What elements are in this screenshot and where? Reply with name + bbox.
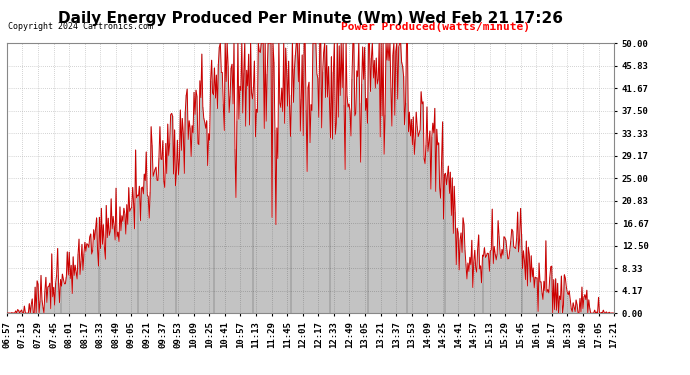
Text: Daily Energy Produced Per Minute (Wm) Wed Feb 21 17:26: Daily Energy Produced Per Minute (Wm) We… (58, 11, 563, 26)
Text: Power Produced(watts/minute): Power Produced(watts/minute) (341, 21, 530, 32)
Text: Copyright 2024 Cartronics.com: Copyright 2024 Cartronics.com (8, 21, 152, 30)
